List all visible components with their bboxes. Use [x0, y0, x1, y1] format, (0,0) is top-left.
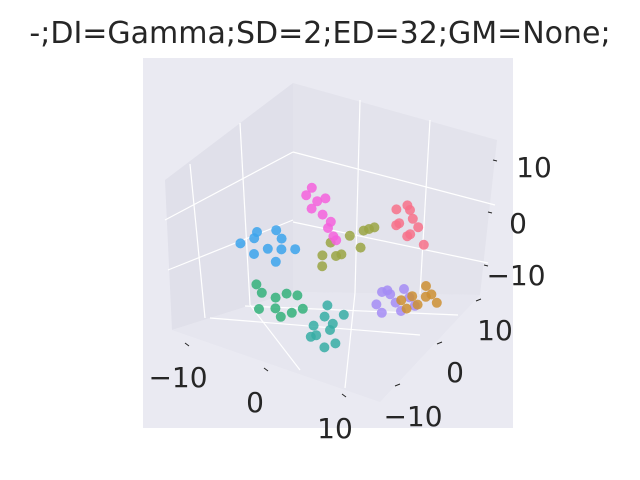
- y-tick-label: 10: [477, 314, 513, 347]
- scatter-point: [308, 320, 319, 331]
- scatter-point: [405, 205, 415, 215]
- scatter-point: [301, 190, 312, 201]
- scatter-point: [320, 193, 331, 204]
- scatter-point: [319, 342, 330, 353]
- scatter-point: [369, 222, 380, 233]
- scatter-point: [413, 222, 424, 233]
- scatter-point: [391, 220, 402, 231]
- scatter-point: [270, 303, 281, 314]
- scatter-point: [407, 213, 418, 224]
- scatter-point: [322, 300, 333, 311]
- x-tick-label: 0: [246, 386, 264, 419]
- scatter-point: [235, 238, 246, 249]
- scatter-point: [344, 230, 355, 241]
- scatter-point: [418, 239, 429, 250]
- scatter-point: [382, 285, 393, 296]
- scatter-point: [317, 261, 328, 272]
- scatter-point: [297, 303, 308, 314]
- scatter-point: [275, 311, 286, 322]
- scatter-point: [270, 256, 281, 267]
- gridlines: [164, 99, 496, 389]
- scatter-point: [319, 311, 330, 322]
- scatter-point: [420, 291, 431, 302]
- scatter-point: [276, 233, 287, 244]
- scatter-point: [249, 249, 259, 259]
- scatter-point: [327, 318, 338, 329]
- pane-left: [165, 83, 293, 330]
- scatter-point: [286, 307, 297, 318]
- x-tick-label: 10: [317, 412, 353, 445]
- scatter-point: [358, 225, 369, 236]
- z-tick-label: −10: [486, 259, 545, 292]
- scatter-point: [338, 309, 349, 320]
- scatter-point: [251, 279, 262, 290]
- scatter-point: [331, 235, 342, 246]
- scatter-point: [391, 204, 402, 215]
- pane-right: [293, 83, 497, 295]
- scatter-point: [399, 284, 409, 294]
- scatter-point: [401, 303, 412, 314]
- scatter-point: [317, 250, 328, 261]
- scatter-point: [396, 295, 407, 306]
- scatter-points: [235, 182, 442, 353]
- scatter-point: [317, 209, 328, 220]
- z-tick-label: 0: [509, 207, 527, 240]
- scatter-point: [281, 288, 292, 299]
- scatter-point: [270, 292, 281, 303]
- tick-marks: [184, 159, 498, 398]
- scatter-point: [252, 227, 262, 237]
- scatter-point: [355, 242, 366, 253]
- scatter-point: [421, 281, 431, 291]
- scatter-point: [306, 203, 317, 214]
- scatter-point: [402, 231, 413, 242]
- x-tick-label: −10: [148, 361, 207, 394]
- scatter-point: [276, 244, 287, 255]
- y-tick-label: −10: [383, 400, 442, 433]
- scatter-point: [290, 244, 301, 255]
- scatter-point: [312, 196, 323, 207]
- z-tick-label: 10: [516, 151, 552, 184]
- scatter-point: [254, 304, 264, 314]
- scatter-point: [325, 216, 336, 227]
- scatter-point: [371, 299, 382, 310]
- scatter-point: [256, 287, 267, 298]
- scatter-point: [412, 299, 423, 310]
- scatter-point: [431, 297, 442, 308]
- scatter-point: [330, 338, 341, 349]
- scatter-point: [306, 182, 317, 193]
- scatter-point: [271, 225, 282, 236]
- scatter-point: [407, 291, 418, 302]
- scatter-point: [376, 307, 387, 318]
- scatter-point: [262, 243, 273, 254]
- y-tick-label: 0: [446, 356, 464, 389]
- scatter-point: [311, 330, 322, 341]
- scatter-point: [336, 249, 347, 260]
- scatter-point: [292, 290, 303, 301]
- chart-title: -;DI=Gamma;SD=2;ED=32;GM=None;: [29, 16, 611, 51]
